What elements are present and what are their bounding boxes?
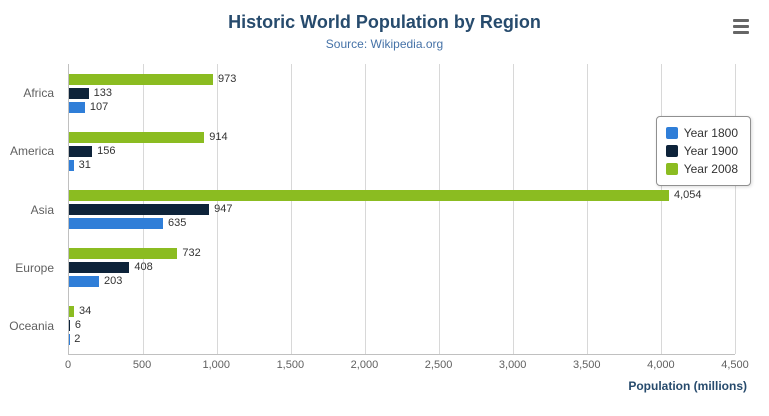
bar-line: 2: [69, 332, 735, 345]
gridline: [660, 64, 662, 354]
x-tick-label: 2,500: [424, 359, 453, 371]
bar-value-label: 34: [79, 304, 92, 317]
bar-group: 914 156 31: [69, 122, 735, 180]
legend-label: Year 1800: [683, 126, 738, 140]
bar-group: 973 133 107: [69, 64, 735, 122]
bar-line: 4,054: [69, 188, 735, 201]
chart-title: Historic World Population by Region: [228, 12, 541, 32]
x-tick-label: 4,000: [647, 359, 675, 371]
bar-line: 6: [69, 318, 735, 331]
bar-value-label: 107: [89, 100, 109, 113]
bar-value-label: 156: [97, 144, 116, 157]
x-tick-label: 1,000: [202, 359, 230, 371]
bar-line: 635: [69, 216, 735, 229]
bar-value-label: 732: [182, 246, 201, 259]
category-label: Asia: [30, 202, 54, 217]
bar-year-1900[interactable]: [69, 203, 210, 215]
bar-line: 408: [69, 260, 735, 273]
bar-value-label: 6: [74, 318, 81, 331]
gridline: [216, 64, 218, 354]
bar-year-2008[interactable]: [69, 131, 205, 143]
bar-rows: 973 133 107 914 156 31 4,054 947 635 732 408 203 34 6…: [69, 64, 735, 354]
bar-line: 973: [69, 72, 735, 85]
bar-value-label: 947: [214, 202, 233, 215]
bar-year-2008[interactable]: [69, 189, 669, 201]
bar-group: 34 6 2: [69, 296, 735, 354]
bar-value-label: 914: [209, 130, 228, 143]
bar-line: 133: [69, 86, 735, 99]
x-axis-title: Population (millions): [628, 379, 747, 393]
gridline: [364, 64, 366, 354]
bar-year-1800[interactable]: [69, 217, 163, 229]
menu-bar: [733, 18, 749, 22]
bar-line: 732: [69, 246, 735, 259]
plot-area: 973 133 107 914 156 31 4,054 947 635 732 408 203 34 6…: [68, 64, 736, 355]
bar-group: 732 408 203: [69, 238, 735, 296]
x-tick-label: 0: [64, 359, 72, 371]
hamburger-menu-icon[interactable]: [733, 18, 753, 34]
menu-bar: [733, 30, 749, 34]
gridline: [735, 64, 736, 354]
bar-line: 947: [69, 202, 735, 215]
bar-year-2008[interactable]: [69, 247, 178, 259]
bar-value-label: 408: [134, 260, 153, 273]
x-tick-label: 4,500: [721, 359, 749, 371]
bar-year-1800[interactable]: [69, 275, 100, 287]
bar-year-2008[interactable]: [69, 73, 213, 85]
x-axis-labels: 0 500 1,000 1,500 2,000 2,500 3,000 3,500 4,000 4…: [64, 359, 749, 373]
bar-year-1800[interactable]: [69, 101, 85, 113]
bar-value-label: 973: [218, 72, 237, 85]
bar-year-2008[interactable]: [69, 305, 75, 317]
bar-year-1800[interactable]: [69, 159, 74, 171]
legend-item-year-2008[interactable]: Year 2008: [665, 160, 738, 178]
bar-year-1900[interactable]: [69, 319, 70, 331]
bar-value-label: 635: [167, 216, 187, 229]
x-tick-label: 500: [132, 359, 152, 371]
menu-bar: [733, 24, 749, 28]
bar-value-label: 2: [74, 332, 81, 345]
bar-line: 156: [69, 144, 735, 157]
legend-marker: [665, 145, 678, 157]
bar-group: 4,054 947 635: [69, 180, 735, 238]
bar-value-label: 133: [93, 86, 113, 99]
bar-line: 914: [69, 130, 735, 143]
x-tick-label: 2,000: [350, 359, 379, 371]
category-label: Oceania: [9, 318, 54, 333]
bar-line: 107: [69, 100, 735, 113]
bar-line: 31: [69, 158, 735, 171]
legend-label: Year 1900: [683, 144, 738, 158]
gridline: [587, 64, 588, 354]
bar-line: 34: [69, 304, 735, 317]
gridline: [439, 64, 440, 354]
legend-item-year-1900[interactable]: Year 1900: [665, 142, 738, 160]
bar-line: 203: [69, 274, 735, 287]
chart-subtitle: Source: Wikipedia.org: [325, 37, 444, 51]
gridline: [291, 64, 292, 354]
legend-marker: [665, 127, 678, 139]
bar-value-label: 4,054: [673, 188, 702, 201]
gridline: [513, 64, 514, 354]
category-label: America: [9, 144, 54, 159]
x-tick-label: 3,000: [498, 359, 527, 371]
bar-value-label: 31: [78, 158, 91, 171]
x-tick-label: 1,500: [276, 359, 305, 371]
legend-marker: [665, 163, 678, 175]
bar-year-1900[interactable]: [69, 145, 93, 157]
category-labels: Africa America Asia Europe Oceania: [0, 64, 62, 355]
legend: Year 1800 Year 1900 Year 2008: [655, 116, 751, 186]
bar-value-label: 203: [104, 274, 123, 287]
legend-label: Year 2008: [683, 162, 738, 176]
bar-year-1900[interactable]: [69, 261, 130, 273]
bar-year-1900[interactable]: [69, 87, 89, 99]
x-tick-label: 3,500: [573, 359, 601, 371]
legend-item-year-1800[interactable]: Year 1800: [665, 124, 738, 142]
category-label: Africa: [23, 86, 54, 101]
category-label: Europe: [15, 260, 54, 275]
